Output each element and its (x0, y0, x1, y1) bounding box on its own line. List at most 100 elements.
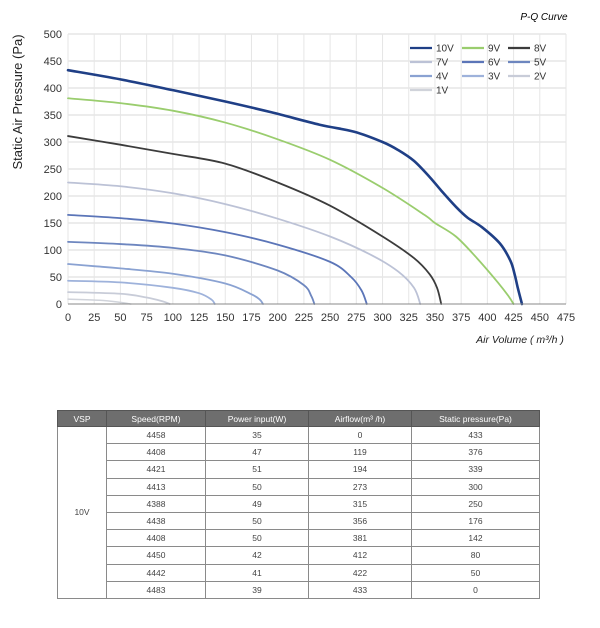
speed-cell: 4408 (106, 443, 206, 462)
airflow-cell: 0 (308, 425, 412, 445)
y-tick-label: 250 (44, 164, 62, 176)
speed-cell: 4388 (106, 494, 206, 513)
x-tick-label: 325 (400, 312, 418, 324)
power-cell: 35 (205, 425, 309, 445)
power-cell: 42 (205, 546, 309, 565)
pressure-cell: 176 (411, 511, 540, 531)
x-tick-label: 475 (557, 312, 575, 324)
y-tick-label: 350 (44, 110, 62, 122)
y-tick-label: 300 (44, 137, 62, 149)
table-row: 4413 50 273 300 (58, 477, 540, 496)
header-airflow: Airflow(m³ /h) (308, 410, 412, 427)
power-cell: 50 (205, 477, 309, 496)
table-row: 4388 49 315 250 (58, 494, 540, 513)
pressure-cell: 300 (411, 477, 540, 496)
airflow-cell: 194 (308, 460, 412, 479)
power-cell: 47 (205, 443, 309, 462)
x-tick-label: 350 (426, 312, 444, 324)
legend-label-7V: 7V (436, 58, 449, 69)
pressure-cell: 50 (411, 563, 540, 582)
speed-cell: 4442 (106, 563, 206, 582)
airflow-cell: 273 (308, 477, 412, 496)
header-vsp: VSP (57, 410, 107, 427)
y-tick-label: 100 (44, 245, 62, 257)
series-line-7V (67, 181, 422, 305)
y-tick-label: 150 (44, 218, 62, 230)
table-row: 4421 51 194 339 (58, 460, 540, 479)
speed-cell: 4408 (106, 529, 206, 548)
series-line-10V (66, 68, 524, 306)
x-tick-label: 75 (141, 312, 153, 324)
table-row: 4442 41 422 50 (58, 563, 540, 582)
table-row: 4450 42 412 80 (58, 546, 540, 565)
power-cell: 49 (205, 494, 309, 513)
legend-label-3V: 3V (488, 72, 501, 83)
series-line-5V (67, 241, 316, 305)
airflow-cell: 119 (308, 443, 412, 462)
table-header-row: VSP Speed(RPM) Power input(W) Airflow(m³… (57, 410, 540, 427)
x-tick-label: 200 (269, 312, 287, 324)
table-body: 10V 4458 35 0 433 4408 47 119 376 4421 51 194 339 441… (57, 425, 540, 599)
x-tick-labels: 0 25 50 75 100 125 150 175 200 225 250 275 300 325 350… (65, 312, 575, 324)
grid (67, 33, 567, 305)
power-cell: 50 (205, 511, 309, 531)
pq-chart: 0 50 100 150 200 250 300 350 400 450 500 0 25 50 75 10… (10, 12, 575, 346)
x-tick-label: 425 (504, 312, 522, 324)
y-axis-label: Static Air Pressure (Pa) (10, 34, 25, 169)
legend: 10V 9V 8V 7V 6V 5V 4V 3V 2V 1V (410, 44, 547, 97)
table-row: 4438 50 356 176 (58, 511, 540, 531)
table-row: 4408 47 119 376 (58, 443, 540, 462)
airflow-cell: 381 (308, 529, 412, 548)
speed-cell: 4438 (106, 511, 206, 531)
pressure-cell: 376 (411, 443, 540, 462)
performance-table: VSP Speed(RPM) Power input(W) Airflow(m³… (57, 410, 540, 599)
speed-cell: 4483 (106, 580, 206, 599)
y-tick-label: 500 (44, 29, 62, 41)
series-line-3V (67, 279, 216, 305)
airflow-cell: 412 (308, 546, 412, 565)
speed-cell: 4450 (106, 546, 206, 565)
airflow-cell: 433 (308, 580, 412, 599)
legend-label-1V: 1V (436, 86, 449, 97)
y-tick-labels: 0 50 100 150 200 250 300 350 400 450 500 (44, 29, 62, 311)
pressure-cell: 339 (411, 460, 540, 479)
power-cell: 50 (205, 529, 309, 548)
legend-label-5V: 5V (534, 58, 547, 69)
x-axis-label: Air Volume ( m³/h ) (475, 334, 564, 346)
table-row: 4408 50 381 142 (58, 529, 540, 548)
pressure-cell: 80 (411, 546, 540, 565)
chart-title: P-Q Curve (520, 12, 568, 23)
x-tick-label: 0 (65, 312, 71, 324)
speed-cell: 4413 (106, 477, 206, 496)
power-cell: 51 (205, 460, 309, 479)
series-line-1V (67, 298, 132, 305)
airflow-cell: 356 (308, 511, 412, 531)
header-pressure: Static pressure(Pa) (411, 410, 540, 427)
pressure-cell: 250 (411, 494, 540, 513)
pressure-cell: 433 (411, 425, 540, 445)
airflow-cell: 422 (308, 563, 412, 582)
x-tick-label: 225 (295, 312, 313, 324)
y-tick-label: 450 (44, 56, 62, 68)
legend-label-6V: 6V (488, 58, 501, 69)
x-tick-label: 400 (478, 312, 496, 324)
x-tick-label: 50 (114, 312, 126, 324)
airflow-cell: 315 (308, 494, 412, 513)
header-power: Power input(W) (205, 410, 309, 427)
x-tick-label: 125 (190, 312, 208, 324)
vsp-cell: 10V (57, 426, 107, 599)
x-tick-label: 175 (242, 312, 260, 324)
y-tick-label: 200 (44, 191, 62, 203)
x-tick-label: 300 (373, 312, 391, 324)
table-row: 4483 39 433 0 (58, 580, 540, 599)
x-tick-label: 25 (88, 312, 100, 324)
y-tick-label: 0 (56, 299, 62, 311)
pressure-cell: 142 (411, 529, 540, 548)
x-tick-label: 450 (531, 312, 549, 324)
y-tick-label: 400 (44, 83, 62, 95)
x-tick-label: 100 (164, 312, 182, 324)
series-line-4V (67, 263, 264, 305)
table-row: 10V 4458 35 0 433 (57, 425, 540, 599)
x-tick-label: 250 (321, 312, 339, 324)
legend-label-4V: 4V (436, 72, 449, 83)
